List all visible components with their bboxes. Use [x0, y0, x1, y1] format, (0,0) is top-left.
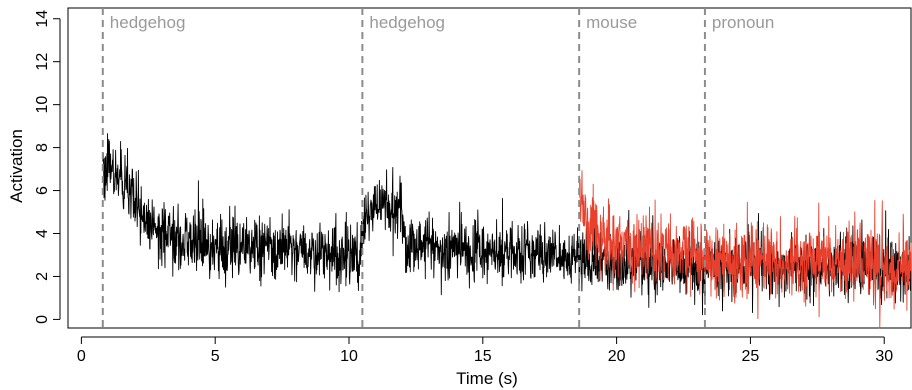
x-axis: 0 5 10 15 20 25 30 [77, 336, 893, 365]
x-tick-label: 15 [474, 348, 492, 365]
series-layer [102, 133, 912, 329]
event-label: hedgehog [369, 13, 445, 32]
y-axis-title: Activation [7, 129, 26, 203]
plot-frame [67, 7, 912, 329]
series-trace-1 [578, 170, 912, 329]
y-tick-label: 6 [34, 186, 51, 195]
x-tick-label: 20 [608, 348, 626, 365]
y-tick-label: 8 [34, 143, 51, 152]
y-tick-label: 4 [34, 229, 51, 238]
y-tick-label: 12 [34, 53, 51, 71]
event-label: mouse [586, 13, 637, 32]
event-markers: hedgehog hedgehog mouse pronoun [101, 8, 774, 328]
y-tick-label: 2 [34, 272, 51, 281]
x-axis-title: Time (s) [456, 369, 518, 388]
x-tick-label: 30 [875, 348, 893, 365]
y-tick-label: 14 [34, 10, 51, 28]
x-tick-label: 0 [77, 348, 86, 365]
event-label: pronoun [712, 13, 774, 32]
x-tick-label: 10 [340, 348, 358, 365]
x-tick-label: 5 [211, 348, 220, 365]
y-tick-label: 10 [34, 96, 51, 114]
y-axis: 0 2 4 6 8 10 12 14 [34, 10, 61, 324]
event-label: hedgehog [110, 13, 186, 32]
x-tick-label: 25 [742, 348, 760, 365]
y-tick-label: 0 [34, 315, 51, 324]
